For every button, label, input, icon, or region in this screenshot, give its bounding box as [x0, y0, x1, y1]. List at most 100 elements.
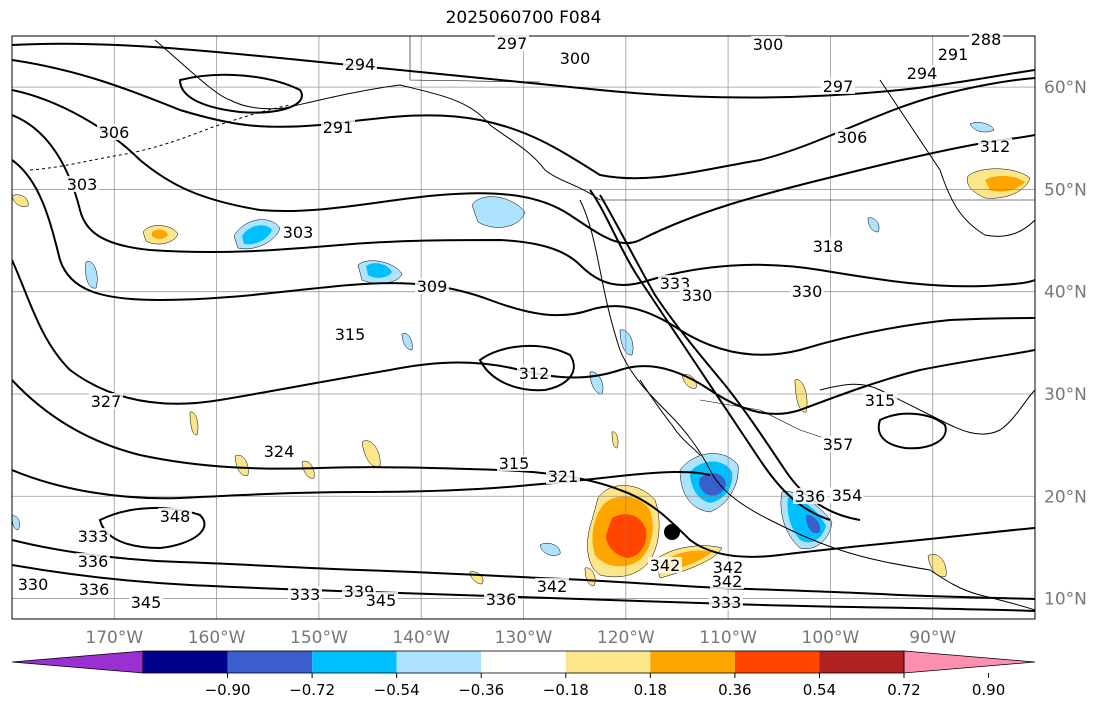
contour-label-bg [77, 581, 111, 597]
contour-label-bg [16, 576, 50, 592]
contour-label-bg [517, 365, 551, 381]
alaska-canada-border [409, 36, 541, 83]
contour-label-bg [811, 238, 845, 254]
contour-label-bg [129, 594, 163, 610]
contour-label: 336 [79, 580, 110, 599]
storm-center-marker [664, 524, 680, 540]
shade-lightblue-11 [12, 515, 20, 531]
contour-label-bg [89, 393, 123, 409]
contour-label-bg [495, 35, 529, 51]
contour-label-bg [333, 326, 367, 342]
contour-line [12, 539, 1035, 600]
colorbar-swatch [312, 651, 397, 673]
contour-label-bg [321, 119, 355, 135]
contour-label-bg [484, 591, 518, 607]
colorbar-tick-label: −0.18 [543, 681, 589, 699]
shade-lightblue-bc [471, 196, 526, 228]
contour-line [12, 89, 1035, 245]
contour-label-bg [415, 278, 449, 294]
shade-yellow-5 [189, 411, 199, 436]
contour-label: 294 [345, 55, 376, 74]
us-mexico-border [699, 399, 831, 441]
shade-yellow-10 [584, 567, 596, 587]
shade-yellow-6 [12, 194, 29, 207]
contour-label: 336 [795, 487, 826, 506]
contour-label: 288 [971, 30, 1002, 49]
colorbar-swatch [227, 651, 313, 673]
map-title: 2025060700 F084 [445, 8, 602, 28]
contour-label: 333 [290, 585, 321, 604]
colorbar-tick-label: −0.54 [374, 681, 420, 699]
contour-line [12, 42, 1035, 99]
colorbar-tick-label: 0.90 [972, 681, 1005, 699]
colorbar-tick-label: −0.72 [289, 681, 335, 699]
shade-orange-1 [152, 229, 168, 239]
lon-tick-label: 160°W [188, 628, 246, 648]
contour-label-bg [863, 392, 897, 408]
shading-layer [12, 122, 1031, 587]
lon-tick-label: 110°W [699, 628, 757, 648]
colorbar-tick-label: 0.54 [803, 681, 836, 699]
colorbar-swatch [650, 651, 735, 673]
shade-darkblue-mexico [699, 473, 726, 496]
colorbar-tick-label: 0.72 [887, 681, 920, 699]
colorbar-tick-label: −0.90 [205, 681, 251, 699]
contour-label-bg [76, 553, 110, 569]
colorbar-swatch [143, 651, 228, 673]
lat-tick-label: 10°N [1044, 590, 1087, 610]
contour-label: 342 [713, 558, 744, 577]
shade-lightblue-7 [539, 542, 561, 556]
contour-label-bg [343, 56, 377, 72]
contour-label-bg [821, 436, 855, 452]
shade-lightblue-6 [85, 261, 98, 289]
shade-yellow-8 [794, 379, 808, 413]
contour-label-bg [535, 578, 569, 594]
contour-label-bg [558, 50, 592, 66]
contour-label: 306 [99, 123, 130, 142]
contour-label: 306 [837, 128, 868, 147]
lon-tick-label: 150°W [290, 628, 348, 648]
colorbar-swatch [565, 651, 651, 673]
contour-label: 342 [712, 572, 743, 591]
contour-label: 291 [938, 45, 969, 64]
contour-label: 303 [67, 175, 98, 194]
contour-label-bg [648, 557, 682, 573]
shade-yellow-4 [301, 460, 315, 479]
shade-blue-2 [242, 225, 272, 245]
contour-label-bg [790, 283, 824, 299]
contour-label-bg [158, 508, 192, 524]
lat-tick-label: 50°N [1044, 180, 1087, 200]
colorbar-extend-high [903, 650, 1036, 674]
contour-label: 291 [323, 118, 354, 137]
shade-yellow-12 [611, 431, 619, 449]
contour-label: 336 [486, 590, 517, 609]
contour-label: 303 [283, 223, 314, 242]
contour-label-bg [262, 443, 296, 459]
contour-line [877, 412, 947, 450]
contour-line [12, 114, 1035, 288]
contour-label: 312 [519, 364, 550, 383]
lon-tick-label: 120°W [597, 628, 655, 648]
contour-label-bg [711, 559, 745, 575]
contour-label: 336 [78, 552, 109, 571]
contour-label-bg [97, 124, 131, 140]
lat-tick-label: 60°N [1044, 78, 1087, 98]
alaska-coast [154, 39, 601, 201]
contour-label-bg [680, 287, 714, 303]
colorbar-tick-label: −0.36 [458, 681, 504, 699]
shade-lightblue-4 [619, 329, 634, 356]
contour-label-bg [905, 65, 939, 81]
gulf-of-mexico-coast [819, 383, 1035, 435]
contour-label: 315 [499, 454, 530, 473]
colorbar-tick-label: 0.36 [718, 681, 751, 699]
contour-label: 330 [682, 286, 713, 305]
lon-tick-label: 170°W [85, 628, 143, 648]
contour-label-bg [751, 36, 785, 52]
aleutian-chain [29, 104, 291, 171]
contour-line [98, 507, 206, 550]
contour-label-bg [709, 594, 743, 610]
contour-label: 345 [131, 593, 162, 612]
shade-lightblue-9 [867, 217, 880, 233]
contour-label-bg [835, 129, 869, 145]
